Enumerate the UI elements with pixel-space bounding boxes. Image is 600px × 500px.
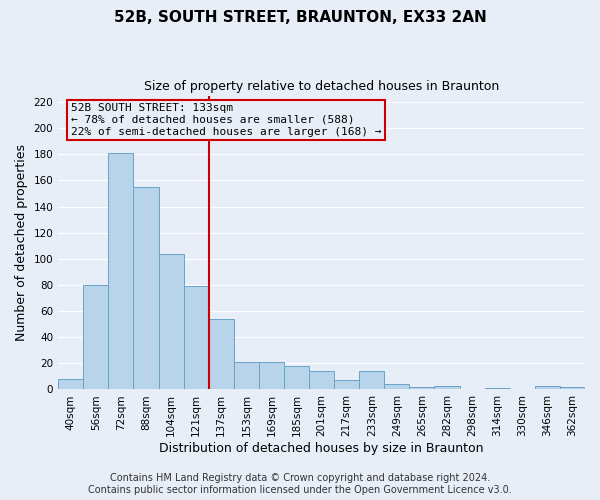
Y-axis label: Number of detached properties: Number of detached properties — [15, 144, 28, 341]
Bar — [535, 386, 560, 390]
Title: Size of property relative to detached houses in Braunton: Size of property relative to detached ho… — [144, 80, 499, 93]
Bar — [184, 286, 209, 390]
Bar — [58, 379, 83, 390]
Text: 52B SOUTH STREET: 133sqm
← 78% of detached houses are smaller (588)
22% of semi-: 52B SOUTH STREET: 133sqm ← 78% of detach… — [71, 104, 381, 136]
Bar — [284, 366, 309, 390]
Text: Contains HM Land Registry data © Crown copyright and database right 2024.
Contai: Contains HM Land Registry data © Crown c… — [88, 474, 512, 495]
Bar — [309, 371, 334, 390]
Bar — [259, 362, 284, 390]
Bar — [334, 380, 359, 390]
Bar — [409, 387, 434, 390]
Bar — [83, 285, 109, 390]
Bar — [485, 388, 510, 390]
Bar — [133, 187, 158, 390]
Bar — [158, 254, 184, 390]
Bar — [385, 384, 409, 390]
X-axis label: Distribution of detached houses by size in Braunton: Distribution of detached houses by size … — [160, 442, 484, 455]
Text: 52B, SOUTH STREET, BRAUNTON, EX33 2AN: 52B, SOUTH STREET, BRAUNTON, EX33 2AN — [113, 10, 487, 25]
Bar — [234, 362, 259, 390]
Bar — [359, 371, 385, 390]
Bar — [434, 386, 460, 390]
Bar — [209, 319, 234, 390]
Bar — [109, 153, 133, 390]
Bar — [560, 387, 585, 390]
